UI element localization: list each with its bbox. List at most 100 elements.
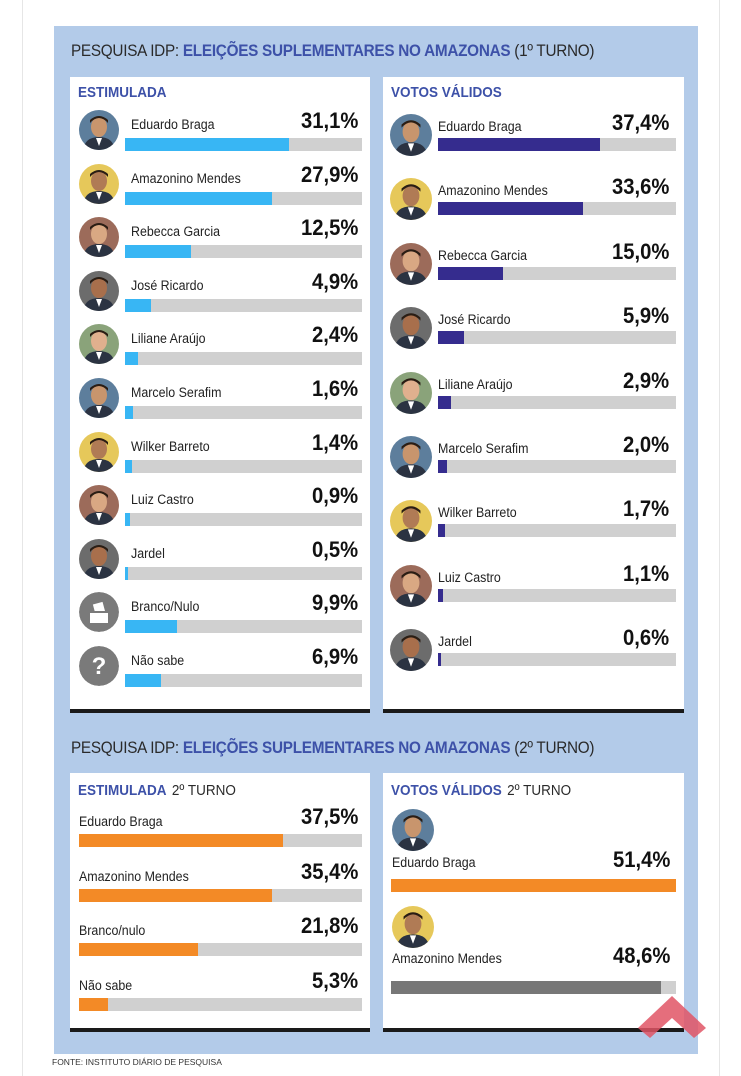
category-label: Liliane Araújo	[438, 376, 513, 392]
category-label: Wilker Barreto	[131, 438, 210, 454]
value-label: 1,4%	[311, 429, 358, 455]
candidate-photo	[390, 371, 432, 414]
category-label: Liliane Araújo	[131, 331, 206, 347]
category-label: Amazonino Mendes	[79, 868, 189, 884]
panel-title: VOTOS VÁLIDOS	[391, 84, 502, 101]
candidate-photo	[79, 378, 119, 418]
bar-track	[438, 202, 676, 216]
category-label: Não sabe	[79, 977, 133, 993]
chart-row: Amazonino Mendes 33,6%	[383, 170, 684, 234]
value-label: 37,5%	[300, 804, 358, 829]
panel-title-text: VOTOS VÁLIDOS	[391, 782, 502, 799]
chart-row: Luiz Castro 1,1%	[383, 557, 684, 621]
panel-title: ESTIMULADA 2º TURNO	[78, 782, 236, 799]
bar-fill	[391, 879, 676, 892]
chart-row: Eduardo Braga 51,4%	[383, 809, 684, 892]
chart-row: Marcelo Serafim 2,0%	[383, 428, 684, 492]
bar-fill	[438, 138, 600, 151]
value-label: 31,1%	[300, 108, 358, 133]
candidate-photo	[79, 538, 119, 579]
bar-fill	[438, 395, 451, 409]
value-label: 6,9%	[311, 644, 358, 669]
panel-subtitle: 2º TURNO	[507, 782, 572, 799]
panel-votos-validos-2turno: VOTOS VÁLIDOS 2º TURNO Eduardo Braga 51,4%…	[383, 773, 684, 1032]
candidate-photo	[79, 485, 119, 526]
svg-text:?: ?	[92, 653, 107, 680]
bar-fill	[125, 459, 133, 473]
bar-fill	[438, 266, 503, 280]
chart-row: Amazonino Mendes 35,4%	[70, 856, 370, 911]
bar-track	[391, 879, 676, 892]
chart-row: Eduardo Braga 37,4%	[383, 106, 684, 170]
right-margin-line	[719, 0, 720, 1076]
chart-row: Jardel 0,6%	[383, 621, 684, 685]
chart-row: Liliane Araújo 2,4%	[70, 320, 370, 374]
chart-row: Eduardo Braga 37,5%	[70, 801, 370, 856]
candidate-photo	[390, 307, 432, 350]
candidate-photo	[390, 564, 432, 607]
bar-track	[125, 138, 362, 151]
section1-title-suffix: (1º TURNO)	[510, 41, 595, 60]
bar-track	[125, 406, 362, 419]
bar-fill	[438, 460, 447, 473]
value-label: 1,1%	[622, 560, 669, 586]
value-label: 0,6%	[622, 625, 669, 651]
category-label: Branco/Nulo	[131, 599, 200, 615]
category-label: Amazonino Mendes	[392, 951, 502, 966]
value-label: 12,5%	[300, 215, 358, 241]
value-label: 0,5%	[311, 536, 358, 562]
candidate-photo	[79, 163, 119, 204]
value-label: 2,4%	[311, 322, 358, 348]
value-label: 37,4%	[611, 110, 669, 135]
section2-title: PESQUISA IDP: ELEIÇÕES SUPLEMENTARES NO …	[71, 738, 595, 758]
candidate-photo	[79, 217, 119, 258]
section1-title: PESQUISA IDP: ELEIÇÕES SUPLEMENTARES NO …	[71, 41, 595, 61]
bar-track	[125, 459, 362, 473]
bar-fill	[438, 202, 584, 216]
chart-row: Rebecca Garcia 12,5%	[70, 213, 370, 267]
chart-row: Rebecca Garcia 15,0%	[383, 235, 684, 299]
chart-row: Liliane Araújo 2,9%	[383, 364, 684, 428]
value-label: 35,4%	[300, 858, 358, 884]
section2-title-suffix: (2º TURNO)	[510, 738, 595, 757]
value-label: 2,0%	[622, 432, 669, 457]
panel-estimulada-1turno: ESTIMULADA Eduardo Braga 31,1% Amazonino M…	[70, 77, 370, 713]
ballot-box-icon	[79, 592, 119, 633]
category-label: Jardel	[131, 545, 165, 561]
chart-row: Marcelo Serafim 1,6%	[70, 374, 370, 428]
bar-track	[438, 653, 676, 667]
panel-title: VOTOS VÁLIDOS 2º TURNO	[391, 782, 571, 799]
bar-track	[438, 331, 676, 345]
bar-track	[438, 266, 676, 280]
candidate-photo	[392, 906, 434, 948]
bar-fill	[125, 620, 178, 634]
value-label: 1,7%	[622, 496, 669, 522]
value-label: 33,6%	[611, 174, 669, 200]
candidate-photo	[390, 242, 432, 285]
bar-track	[438, 524, 676, 538]
bar-fill	[438, 524, 446, 538]
chart-row: Eduardo Braga 31,1%	[70, 106, 370, 160]
left-margin-line	[22, 0, 23, 1076]
bar-fill	[438, 331, 464, 345]
category-label: Branco/nulo	[79, 923, 146, 939]
bar-track	[125, 352, 362, 366]
chart-row: Amazonino Mendes 48,6%	[383, 906, 684, 994]
category-label: Eduardo Braga	[438, 119, 522, 134]
chart-row: Luiz Castro 0,9%	[70, 481, 370, 535]
candidate-photo	[390, 114, 432, 156]
bar-track	[391, 981, 676, 994]
bar-track	[438, 460, 676, 473]
section1-title-prefix: PESQUISA IDP:	[71, 41, 183, 60]
bar-fill	[391, 981, 661, 994]
category-label: Eduardo Braga	[392, 855, 476, 870]
bar-track	[125, 298, 362, 312]
chart-row: José Ricardo 4,9%	[70, 267, 370, 321]
candidate-photo	[390, 178, 432, 221]
category-label: Luiz Castro	[131, 492, 194, 508]
category-label: José Ricardo	[131, 277, 204, 293]
category-label: Marcelo Serafim	[131, 385, 222, 400]
bar-fill	[125, 674, 162, 687]
category-label: Amazonino Mendes	[131, 170, 241, 186]
bar-track	[79, 888, 362, 902]
